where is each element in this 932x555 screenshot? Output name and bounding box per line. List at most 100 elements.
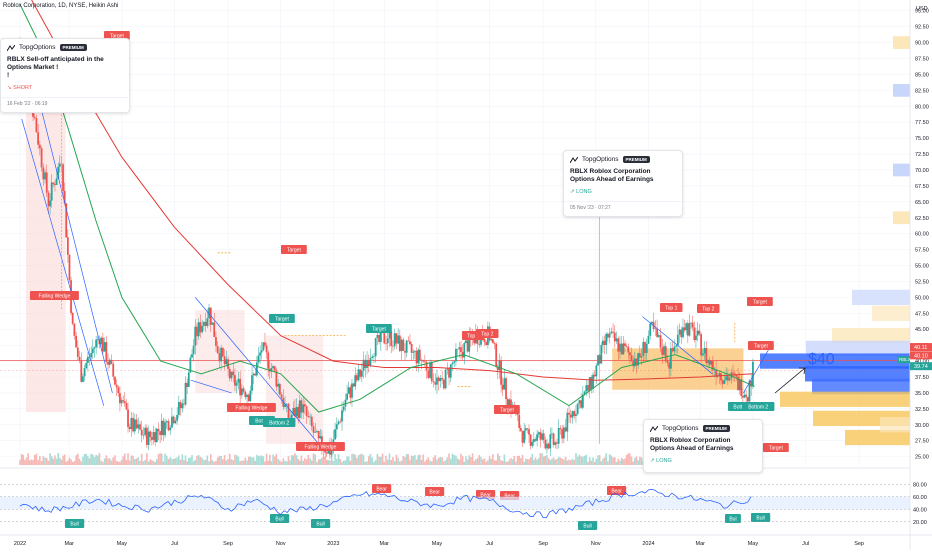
idea-card-short[interactable]: TopgOptions PREMIUM RBLX Sell-off anticip… bbox=[0, 38, 130, 113]
candle-body bbox=[617, 338, 620, 352]
volume-bar bbox=[197, 454, 200, 465]
idea-card-long-1[interactable]: TopgOptions PREMIUM RBLX Roblox Corporati… bbox=[563, 150, 683, 217]
volume-bar bbox=[28, 460, 31, 465]
card-title[interactable]: RBLX Roblox Corporation Options Ahead of… bbox=[650, 437, 734, 452]
premium-badge: PREMIUM bbox=[59, 44, 87, 51]
candle-body bbox=[228, 368, 231, 379]
candle-body bbox=[656, 328, 658, 337]
candle-body bbox=[405, 340, 408, 353]
candle-body bbox=[743, 394, 746, 398]
volume-bar bbox=[239, 460, 241, 465]
candle-body bbox=[673, 346, 676, 352]
card-title[interactable]: RBLX Sell-off anticipated in the Options… bbox=[7, 56, 104, 79]
volume-bar bbox=[487, 460, 489, 465]
candle-body bbox=[690, 322, 692, 324]
volume-bar bbox=[468, 455, 471, 465]
candle-body bbox=[264, 342, 266, 346]
candle-body bbox=[242, 388, 245, 392]
volume-bar bbox=[262, 456, 265, 465]
y-tick-label: 47.50 bbox=[915, 311, 929, 317]
volume-bar bbox=[114, 455, 116, 465]
candle-body bbox=[68, 254, 71, 281]
ema-green-line bbox=[19, 4, 755, 413]
volume-bar bbox=[223, 455, 226, 465]
volume-bar bbox=[547, 458, 550, 465]
candle-body bbox=[160, 420, 163, 435]
volume-bar bbox=[108, 458, 111, 465]
candle-body bbox=[663, 346, 665, 355]
candle-body bbox=[317, 430, 320, 439]
volume-bar bbox=[361, 453, 363, 465]
candle-body bbox=[392, 345, 394, 347]
volume-bar bbox=[115, 461, 118, 465]
volume-bar bbox=[518, 455, 521, 465]
volume-bar bbox=[412, 456, 415, 465]
candle-body bbox=[342, 406, 345, 411]
candle-body bbox=[528, 429, 530, 435]
candle-body bbox=[442, 379, 445, 389]
candle-body bbox=[162, 420, 165, 436]
candle-body bbox=[50, 182, 53, 201]
volume-bar bbox=[573, 459, 576, 465]
card-title[interactable]: RBLX Roblox Corporation Options Ahead of… bbox=[570, 168, 654, 183]
volume-bar bbox=[557, 456, 560, 465]
candle-body bbox=[255, 362, 258, 376]
y-tick-label: 55.00 bbox=[915, 264, 929, 270]
candle-body bbox=[275, 370, 278, 387]
candle-body bbox=[135, 419, 138, 429]
candle-body bbox=[534, 439, 537, 441]
volume-bar bbox=[134, 458, 136, 465]
candle-body bbox=[439, 377, 442, 382]
volume-bar bbox=[582, 456, 584, 465]
y-tick-label: 87.50 bbox=[915, 57, 929, 63]
top-2-label: Top 2 bbox=[481, 331, 493, 337]
candle-body bbox=[750, 380, 753, 387]
idea-card-long-2[interactable]: TopgOptions PREMIUM RBLX Roblox Corporati… bbox=[643, 419, 763, 473]
candle-body bbox=[302, 404, 305, 413]
falling-wedge-label: Falling Wedge bbox=[305, 444, 337, 450]
candle-body bbox=[366, 360, 368, 369]
candle-body bbox=[485, 342, 488, 346]
x-tick-label: Jul bbox=[486, 541, 493, 547]
candle-body bbox=[532, 439, 535, 443]
volume-bar bbox=[524, 458, 527, 465]
candle-body bbox=[686, 323, 689, 336]
symbol-tag: RBLX bbox=[899, 357, 911, 362]
candle-body bbox=[123, 401, 126, 404]
volume-bar bbox=[409, 459, 411, 465]
candle-body bbox=[600, 345, 603, 364]
volume-bar bbox=[132, 455, 134, 465]
bottom-label: Bottor bbox=[255, 418, 269, 424]
candle-body bbox=[492, 339, 494, 343]
candle-body bbox=[632, 361, 635, 367]
volume-bar bbox=[420, 459, 423, 465]
volume-bar bbox=[501, 461, 504, 465]
volume-bar bbox=[83, 453, 86, 465]
candle-body bbox=[295, 407, 298, 417]
candle-body bbox=[101, 337, 104, 352]
candle-body bbox=[605, 333, 608, 345]
volume-bar bbox=[191, 454, 193, 465]
candle-body bbox=[741, 396, 744, 398]
target-label: Target bbox=[753, 299, 768, 305]
volume-bar bbox=[55, 458, 58, 465]
volume-bar bbox=[251, 457, 253, 465]
volume-bar bbox=[516, 455, 519, 465]
candle-body bbox=[573, 411, 576, 416]
candle-body bbox=[571, 411, 574, 418]
volume-bar bbox=[310, 460, 313, 465]
volume-bar bbox=[52, 458, 55, 465]
candle-body bbox=[71, 312, 74, 324]
y-tick-label: 70.00 bbox=[915, 168, 929, 174]
y-tick-label: 30.00 bbox=[915, 423, 929, 429]
candle-body bbox=[700, 334, 703, 356]
candle-body bbox=[192, 345, 195, 355]
volume-bar bbox=[339, 459, 342, 465]
volume-bar bbox=[492, 454, 494, 465]
candle-body bbox=[339, 421, 342, 423]
volume-bar bbox=[63, 454, 66, 465]
volume-bar bbox=[448, 453, 450, 465]
x-tick-label: May bbox=[432, 541, 443, 547]
